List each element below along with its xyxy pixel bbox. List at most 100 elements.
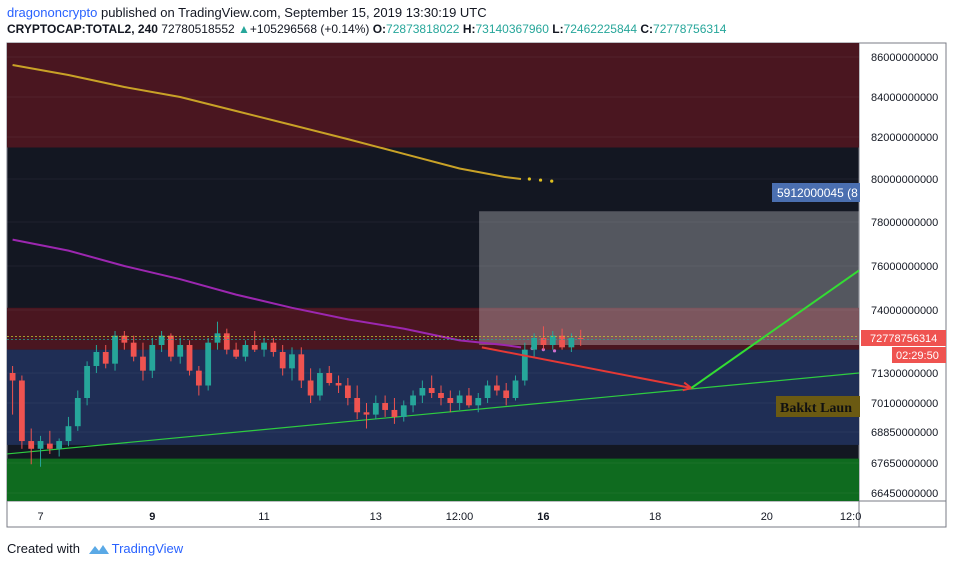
candle-body xyxy=(503,390,510,398)
support-zone xyxy=(7,458,859,501)
candle-body xyxy=(363,412,370,415)
projection-up-line xyxy=(690,269,860,389)
candle-body xyxy=(186,345,193,371)
range-zone xyxy=(7,349,859,445)
x-tick-label: 18 xyxy=(649,511,661,523)
candle-body xyxy=(28,441,35,449)
rising-trendline xyxy=(6,372,860,455)
candle-body xyxy=(177,345,184,357)
close-value: 72778756314 xyxy=(653,22,727,36)
candle-body xyxy=(549,335,556,345)
candle-body xyxy=(335,383,342,386)
candle-body xyxy=(158,335,165,345)
y-tick-label: 82000000000 xyxy=(871,132,938,144)
high-value: 73140367960 xyxy=(475,22,549,36)
candle-body xyxy=(65,426,72,442)
candle-body xyxy=(540,338,547,345)
candle-body xyxy=(344,385,351,398)
last-value: 72780518552 xyxy=(161,22,235,36)
candle-body xyxy=(279,352,286,369)
y-tick-label: 84000000000 xyxy=(871,92,938,104)
footer: Created with TradingView xyxy=(7,541,183,556)
tradingview-brand[interactable]: TradingView xyxy=(111,541,184,556)
y-tick-label: 74000000000 xyxy=(871,305,938,317)
y-tick-label: 68850000000 xyxy=(871,427,938,439)
candle-body xyxy=(56,441,63,449)
ma-long-line xyxy=(12,64,522,180)
y-tick-label: 80000000000 xyxy=(871,174,938,186)
candle-body xyxy=(251,345,258,350)
candle-body xyxy=(46,443,53,449)
candle-body xyxy=(84,366,90,398)
x-tick-label: 12:00 xyxy=(446,511,474,523)
candle-body xyxy=(102,352,109,364)
open-value: 72873818022 xyxy=(386,22,460,36)
candle-body xyxy=(493,385,500,391)
annotation-text: Bakkt Laun xyxy=(780,401,852,416)
open-label: O: xyxy=(372,22,387,36)
candle-body xyxy=(140,356,146,371)
close-label: C: xyxy=(640,22,654,36)
candle-body xyxy=(428,388,435,393)
countdown-label: 02:29:50 xyxy=(896,350,939,362)
candle-body xyxy=(531,338,538,350)
x-tick-label: 12:0 xyxy=(840,511,861,523)
price-label-box xyxy=(861,330,946,346)
time-axis-area xyxy=(7,501,859,527)
candle-body xyxy=(168,335,174,357)
candle-body xyxy=(205,342,212,386)
up-triangle-icon: ▲ xyxy=(238,22,250,36)
y-tick-label: 67650000000 xyxy=(871,458,938,470)
candle-body xyxy=(475,398,482,406)
projection-down-arrow xyxy=(481,346,692,389)
candle-body xyxy=(289,354,295,369)
candle-body xyxy=(93,352,100,366)
candle-body xyxy=(223,333,230,350)
high-label: H: xyxy=(462,22,476,36)
x-tick-label: 16 xyxy=(537,511,549,523)
y-tick-label: 70100000000 xyxy=(871,398,938,410)
change-value: +105296568 (+0.14%) xyxy=(249,22,370,36)
candle-body xyxy=(568,338,575,348)
candle-body xyxy=(149,345,156,371)
candle-body xyxy=(354,398,361,413)
candle-body xyxy=(112,335,118,364)
candle-body xyxy=(298,354,305,381)
candle-body xyxy=(391,409,398,417)
y-tick-label: 71300000000 xyxy=(871,368,938,380)
candle-body xyxy=(9,373,16,381)
candle-body xyxy=(372,403,379,415)
candle-body xyxy=(270,342,277,352)
candle-body xyxy=(456,395,463,403)
published-text: published on TradingView.com, September … xyxy=(100,5,487,20)
y-tick-label: 76000000000 xyxy=(871,261,938,273)
candle-body xyxy=(214,333,221,343)
candle-body xyxy=(195,370,202,386)
ma-long-dot xyxy=(527,177,531,181)
x-tick-label: 9 xyxy=(149,511,155,523)
y-tick-label: 66450000000 xyxy=(871,488,938,500)
price-label: 72778756314 xyxy=(870,333,937,345)
candle-body xyxy=(419,388,426,396)
measure-box xyxy=(479,211,859,345)
created-with-text: Created with xyxy=(7,541,80,556)
candle-body xyxy=(400,405,407,417)
resistance-zone-lower xyxy=(7,307,859,350)
candle-body xyxy=(74,398,81,427)
low-value: 72462225844 xyxy=(563,22,637,36)
y-tick-label: 78000000000 xyxy=(871,217,938,229)
annotation-box xyxy=(776,396,860,417)
candle-body xyxy=(242,345,249,357)
measure-label: 5912000045 (8 xyxy=(777,186,858,200)
countdown-box xyxy=(892,347,946,363)
measure-label-box xyxy=(772,183,860,202)
candle-body xyxy=(382,403,389,410)
tradingview-logo-icon xyxy=(88,545,109,554)
low-label: L: xyxy=(552,22,564,36)
resistance-zone-upper xyxy=(7,43,859,148)
symbol-legend: CRYPTOCAP:TOTAL2, 240 72780518552 ▲+1052… xyxy=(7,22,726,36)
candle-body xyxy=(484,385,491,398)
author-link[interactable]: dragononcrypto xyxy=(7,5,98,20)
x-tick-label: 7 xyxy=(37,511,43,523)
